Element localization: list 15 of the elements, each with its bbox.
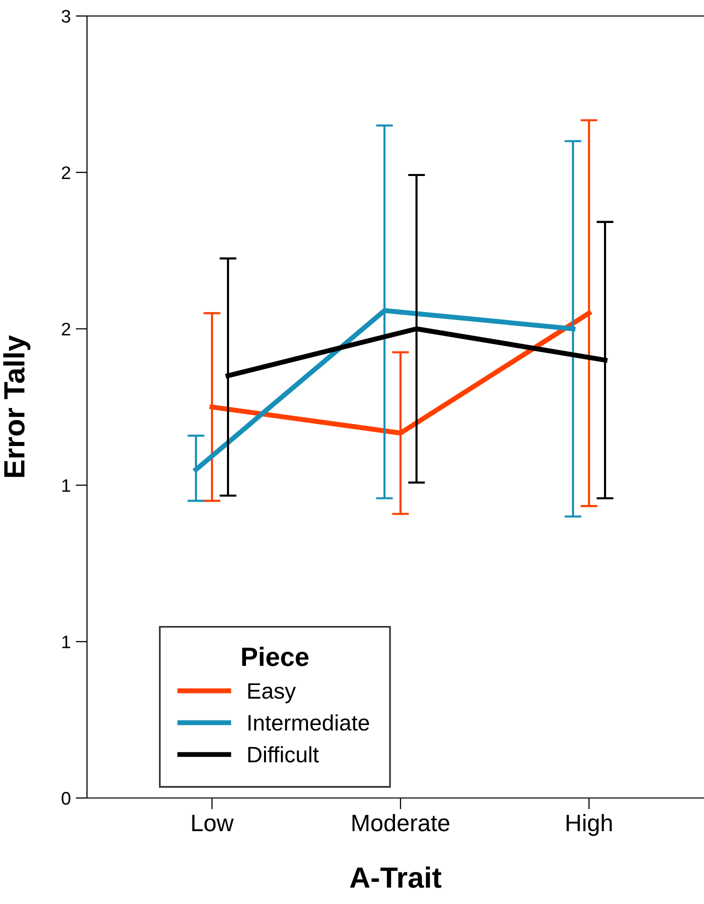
legend-label: Easy [248, 683, 296, 704]
x-axis-title: A-Trait [350, 866, 442, 888]
y-tick-label: 3 [62, 10, 70, 23]
y-tick-label: 2 [62, 322, 70, 336]
y-tick-label: 1 [62, 636, 70, 648]
legend-label: Intermediate [248, 714, 370, 731]
legend-title: Piece [242, 646, 308, 666]
y-tick-label: 0 [62, 792, 70, 805]
x-tick-label: Low [192, 814, 234, 832]
x-tick-label: High [566, 814, 612, 836]
legend-label: Difficult [248, 746, 319, 762]
y-tick-label: 1 [62, 479, 70, 492]
y-tick-label: 2 [62, 166, 70, 179]
y-axis-title: Error Tally [3, 335, 30, 477]
x-tick-label: Moderate [352, 814, 450, 832]
